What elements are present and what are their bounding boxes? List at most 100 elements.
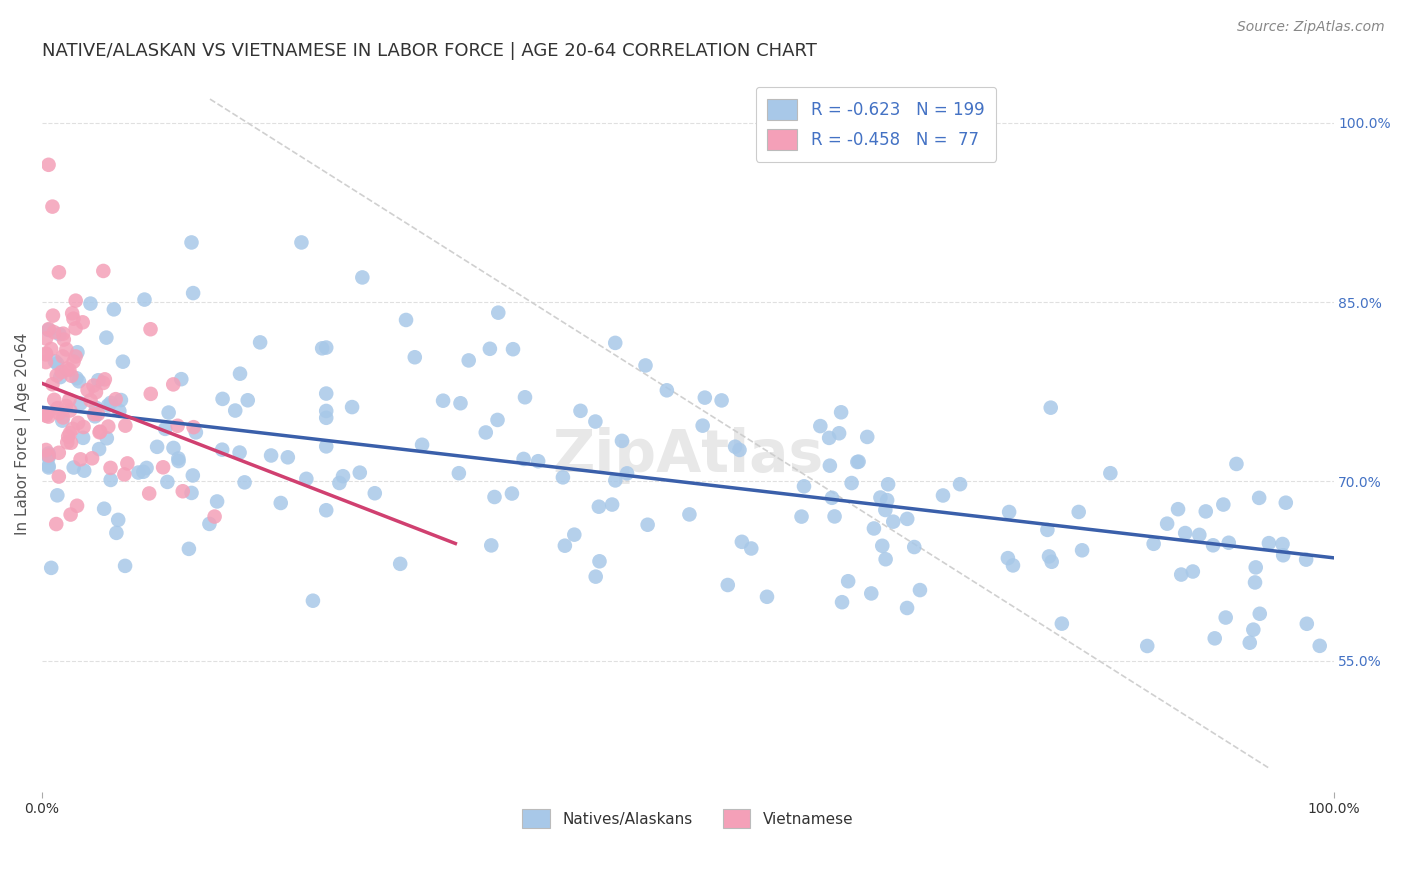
Point bbox=[62, 311, 84, 326]
Point bbox=[1295, 552, 1317, 566]
Point bbox=[93, 501, 115, 516]
Point bbox=[69, 396, 91, 410]
Point bbox=[41, 377, 63, 392]
Point bbox=[56, 429, 79, 443]
Point bbox=[655, 384, 678, 398]
Point bbox=[1309, 639, 1331, 653]
Y-axis label: In Labor Force | Age 20-64: In Labor Force | Age 20-64 bbox=[15, 333, 31, 535]
Point bbox=[155, 422, 177, 436]
Point bbox=[146, 440, 169, 454]
Point bbox=[249, 335, 271, 350]
Point bbox=[73, 464, 96, 478]
Point bbox=[62, 460, 84, 475]
Point bbox=[180, 486, 202, 500]
Point bbox=[328, 475, 350, 490]
Point bbox=[139, 322, 162, 336]
Point bbox=[91, 264, 114, 278]
Point bbox=[1212, 498, 1234, 512]
Point bbox=[62, 354, 84, 368]
Point bbox=[177, 541, 200, 556]
Point bbox=[876, 493, 898, 508]
Point bbox=[35, 355, 58, 369]
Point bbox=[108, 404, 131, 418]
Point bbox=[513, 390, 536, 404]
Point bbox=[486, 413, 509, 427]
Point bbox=[1174, 526, 1197, 541]
Point bbox=[315, 503, 337, 517]
Point bbox=[877, 477, 900, 491]
Point bbox=[1040, 555, 1063, 569]
Point bbox=[110, 392, 132, 407]
Point bbox=[152, 460, 174, 475]
Point bbox=[1143, 537, 1166, 551]
Point bbox=[60, 306, 83, 320]
Point bbox=[830, 405, 852, 419]
Point bbox=[45, 517, 67, 532]
Point bbox=[39, 342, 62, 356]
Point bbox=[66, 345, 89, 359]
Point bbox=[340, 400, 363, 414]
Point bbox=[89, 425, 111, 439]
Point bbox=[38, 458, 60, 473]
Point bbox=[166, 418, 188, 433]
Point bbox=[38, 460, 60, 475]
Point bbox=[48, 265, 70, 279]
Text: Source: ZipAtlas.com: Source: ZipAtlas.com bbox=[1237, 20, 1385, 34]
Point bbox=[1271, 537, 1294, 551]
Point bbox=[270, 496, 292, 510]
Point bbox=[84, 385, 107, 400]
Point bbox=[1050, 616, 1073, 631]
Point bbox=[37, 409, 59, 424]
Point bbox=[678, 508, 700, 522]
Point bbox=[156, 475, 179, 489]
Point bbox=[72, 315, 94, 329]
Point bbox=[1170, 567, 1192, 582]
Point bbox=[139, 387, 162, 401]
Point bbox=[45, 368, 67, 383]
Point bbox=[821, 491, 844, 505]
Point bbox=[114, 558, 136, 573]
Point bbox=[211, 392, 233, 406]
Point bbox=[184, 425, 207, 440]
Point bbox=[479, 538, 502, 552]
Point bbox=[1038, 549, 1060, 564]
Point bbox=[38, 449, 60, 463]
Point bbox=[1181, 565, 1204, 579]
Point bbox=[411, 438, 433, 452]
Point bbox=[55, 343, 77, 357]
Point bbox=[457, 353, 479, 368]
Point bbox=[65, 350, 87, 364]
Point bbox=[87, 373, 110, 387]
Point bbox=[756, 590, 779, 604]
Point bbox=[395, 313, 418, 327]
Point bbox=[692, 418, 714, 433]
Point bbox=[183, 420, 205, 434]
Point bbox=[35, 331, 58, 345]
Point bbox=[35, 442, 58, 457]
Point bbox=[198, 516, 221, 531]
Point bbox=[48, 327, 70, 342]
Point bbox=[51, 414, 73, 428]
Point bbox=[432, 393, 454, 408]
Point bbox=[315, 341, 337, 355]
Point bbox=[1036, 523, 1059, 537]
Point bbox=[882, 515, 904, 529]
Point bbox=[87, 442, 110, 456]
Point bbox=[44, 354, 66, 368]
Point bbox=[104, 392, 127, 407]
Point bbox=[181, 468, 204, 483]
Point bbox=[167, 451, 190, 466]
Point bbox=[135, 461, 157, 475]
Point bbox=[38, 323, 60, 337]
Point bbox=[138, 486, 160, 500]
Legend: Natives/Alaskans, Vietnamese: Natives/Alaskans, Vietnamese bbox=[516, 803, 859, 835]
Point bbox=[1244, 575, 1267, 590]
Point bbox=[44, 392, 66, 407]
Point bbox=[790, 509, 813, 524]
Point bbox=[38, 322, 60, 336]
Point bbox=[35, 346, 58, 360]
Point bbox=[48, 446, 70, 460]
Point bbox=[58, 392, 80, 407]
Point bbox=[91, 376, 114, 390]
Point bbox=[52, 333, 75, 347]
